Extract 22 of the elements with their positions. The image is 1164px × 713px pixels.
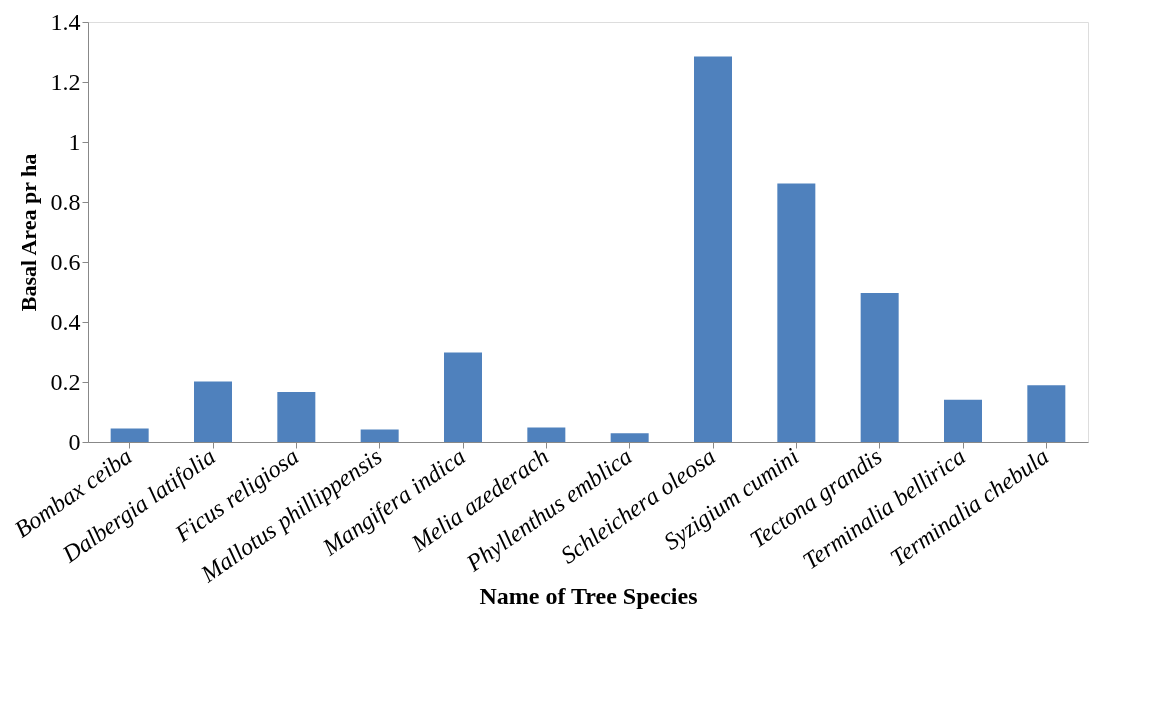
bar — [527, 427, 566, 442]
bar — [860, 292, 899, 442]
bar — [360, 429, 399, 442]
bar — [777, 183, 816, 442]
y-tick-label: 1.4 — [50, 8, 81, 35]
bar — [444, 352, 482, 442]
bar — [944, 399, 982, 442]
x-axis-title: Name of Tree Species — [479, 583, 698, 610]
bar — [694, 56, 732, 442]
y-tick-label: 0.6 — [50, 248, 81, 275]
y-tick-label: 0.2 — [50, 368, 81, 395]
y-tick-label: 1 — [68, 128, 81, 155]
bar — [610, 433, 649, 442]
y-tick-label: 0.4 — [50, 308, 81, 335]
bar — [1027, 385, 1066, 442]
y-axis-title: Basal Area pr ha — [15, 153, 41, 312]
y-tick-label: 1.2 — [50, 68, 81, 95]
y-tick-label: 0.8 — [50, 188, 81, 215]
bar — [277, 391, 316, 442]
bar — [110, 428, 149, 442]
bar — [194, 381, 232, 442]
y-tick-label: 0 — [68, 428, 81, 455]
